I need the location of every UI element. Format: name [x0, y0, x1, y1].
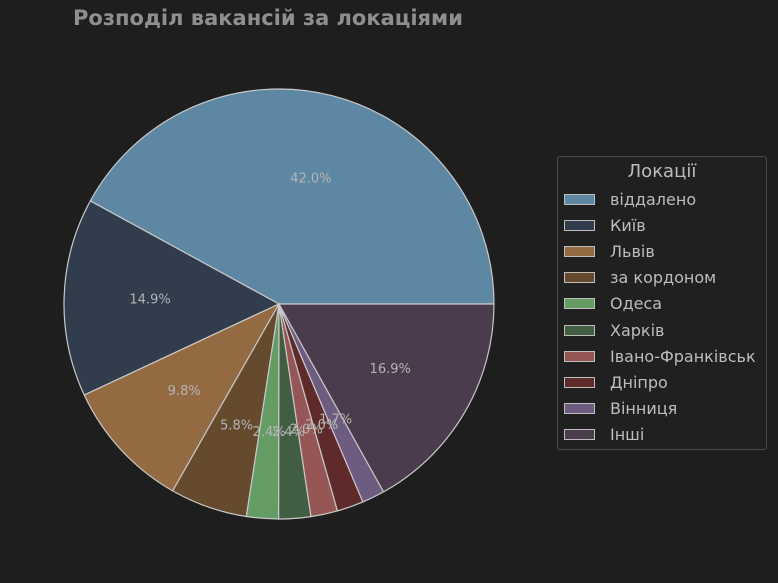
legend-item-0: віддалено: [564, 189, 696, 209]
legend-swatch-9: [564, 429, 595, 441]
pie-percent-label-6: 2.0%: [290, 423, 323, 438]
pie-slices: [63, 88, 495, 520]
legend-label-6: Івано-Франківськ: [610, 346, 756, 366]
legend-item-6: Івано-Франківськ: [564, 346, 756, 366]
legend-swatch-6: [564, 350, 595, 362]
legend-swatch-8: [564, 403, 595, 415]
legend-label-7: Дніпро: [610, 372, 668, 392]
legend-swatch-7: [564, 376, 595, 388]
pie-percent-label-5: 2.4%: [272, 425, 305, 440]
pie-slice-1: [63, 200, 280, 396]
legend-label-1: Київ: [610, 215, 646, 235]
legend-item-9: Інші: [564, 425, 644, 445]
legend-item-2: Львів: [564, 241, 655, 261]
legend-item-5: Харків: [564, 320, 664, 340]
legend-item-8: Вінниця: [564, 399, 677, 419]
legend-item-7: Дніпро: [564, 372, 668, 392]
legend-label-2: Львів: [610, 241, 655, 261]
legend-swatch-4: [564, 298, 595, 310]
legend-swatch-0: [564, 193, 595, 205]
legend-label-8: Вінниця: [610, 399, 678, 419]
chart-title: Розподіл вакансій за локаціями: [73, 6, 463, 30]
pie-slice-0: [89, 88, 495, 305]
pie-percent-label-2: 9.8%: [168, 384, 201, 399]
pie-percent-label-0: 42.0%: [290, 172, 331, 187]
legend-item-4: Одеса: [564, 294, 662, 314]
pie-percent-label-7: 2.0%: [305, 418, 338, 433]
legend-title: Локації: [627, 161, 697, 182]
pie-slice-9: [278, 303, 495, 493]
legend-label-0: віддалено: [610, 189, 697, 209]
pie-slice-2: [83, 303, 280, 492]
pie-percent-label-3: 5.8%: [220, 418, 253, 433]
legend-label-3: за кордоном: [610, 268, 717, 288]
legend-label-4: Одеса: [610, 294, 663, 314]
legend-swatch-2: [564, 245, 595, 257]
legend-label-5: Харків: [610, 320, 665, 340]
legend-item-3: за кордоном: [564, 268, 716, 288]
legend-swatch-5: [564, 324, 595, 336]
legend-swatch-3: [564, 272, 595, 284]
legend-label-9: Інші: [610, 425, 645, 445]
pie-percent-label-1: 14.9%: [129, 292, 170, 307]
pie-percent-label-8: 1.7%: [319, 412, 352, 427]
legend-item-1: Київ: [564, 215, 646, 235]
pie-percent-labels: 42.0%14.9%9.8%5.8% 2.4%2.4%2.0%2.0%1.7%16…: [129, 172, 410, 441]
pie-percent-label-4: 2.4%: [253, 425, 286, 440]
legend-swatch-1: [564, 219, 595, 231]
legend: Локації віддалено Київ Львів за кордоном Оде…: [557, 156, 767, 450]
pie-percent-label-9: 16.9%: [370, 362, 411, 377]
